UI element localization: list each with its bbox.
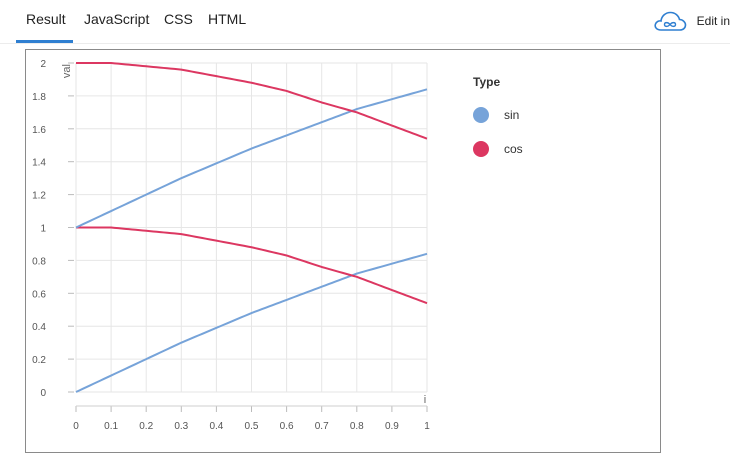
- y-tick-label: 1.8: [32, 92, 46, 103]
- series-line-sin-0: [75, 252, 428, 393]
- y-tick-label: 0.6: [32, 289, 46, 300]
- top-tab-bar: Result JavaScript CSS HTML Edit in: [0, 0, 730, 44]
- series-line-cos-3: [76, 62, 428, 140]
- x-tick-label: 0.5: [245, 421, 259, 432]
- legend: Type sin cos: [473, 75, 523, 157]
- tab-bar-divider: [0, 43, 730, 44]
- x-tick-label: 0.8: [350, 421, 364, 432]
- x-tick-label: 0.2: [139, 421, 153, 432]
- active-tab-indicator: [16, 40, 73, 43]
- legend-title: Type: [473, 75, 500, 89]
- tab-result[interactable]: Result: [26, 11, 66, 27]
- tab-html[interactable]: HTML: [208, 11, 247, 27]
- series-lines: [75, 62, 428, 393]
- edit-in-button[interactable]: Edit in: [653, 8, 730, 34]
- y-tick-label: 1.6: [32, 125, 46, 136]
- y-tick-label: 2: [40, 59, 46, 70]
- y-tick-label: 1: [40, 224, 46, 235]
- x-tick-label: 0.1: [104, 421, 118, 432]
- x-axis-ticks: 0 0.1 0.2 0.3 0.4 0.5 0.6 0.7 0.8 0.9 1: [73, 406, 430, 432]
- x-tick-label: 0.3: [174, 421, 188, 432]
- x-tick-label: 0.9: [385, 421, 399, 432]
- legend-label-sin: sin: [504, 108, 519, 122]
- y-tick-label: 0.8: [32, 256, 46, 267]
- x-tick-label: 0.6: [280, 421, 294, 432]
- y-axis-ticks: 0 0.2 0.4 0.6 0.8 1 1.2 1.4 1.6 1.8 2: [32, 59, 74, 399]
- y-tick-label: 0.4: [32, 322, 46, 333]
- y-tick-label: 1.2: [32, 191, 46, 202]
- legend-marker-sin: [473, 107, 489, 123]
- x-tick-label: 0: [73, 421, 79, 432]
- y-tick-label: 0: [40, 388, 46, 399]
- line-chart: 0 0.2 0.4 0.6 0.8 1 1.2 1.4 1.6 1.8 2 0 0.1 0.2 0.3 0.…: [32, 59, 523, 432]
- x-tick-label: 1: [424, 421, 430, 432]
- legend-marker-cos: [473, 141, 489, 157]
- series-line-cos-1: [76, 226, 428, 305]
- x-tick-label: 0.4: [209, 421, 223, 432]
- tab-css[interactable]: CSS: [164, 11, 193, 27]
- y-tick-label: 0.2: [32, 355, 46, 366]
- y-tick-label: 1.4: [32, 158, 46, 169]
- tab-javascript[interactable]: JavaScript: [84, 11, 150, 27]
- legend-label-cos: cos: [504, 142, 523, 156]
- edit-in-label: Edit in: [696, 14, 730, 28]
- cloud-infinity-icon: [654, 11, 686, 31]
- x-axis-label: i: [424, 394, 426, 406]
- y-axis-label: val: [61, 64, 73, 78]
- x-tick-label: 0.7: [315, 421, 329, 432]
- series-line-sin-2: [75, 88, 428, 229]
- result-frame: 0 0.2 0.4 0.6 0.8 1 1.2 1.4 1.6 1.8 2 0 0.1 0.2 0.3 0.…: [25, 49, 661, 453]
- grid: [75, 62, 428, 393]
